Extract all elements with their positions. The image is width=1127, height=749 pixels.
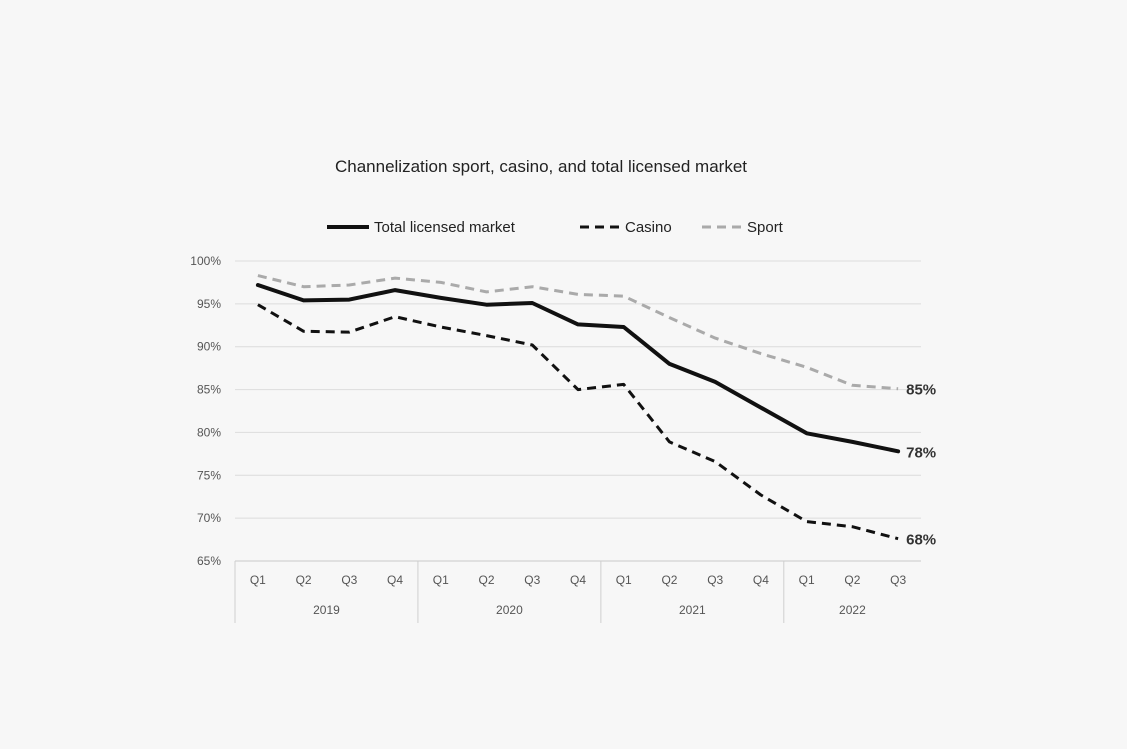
x-tick-label: Q4	[387, 573, 403, 587]
chart-legend: Total licensed market Casino Sport	[327, 219, 784, 236]
x-tick-label: Q3	[524, 573, 540, 587]
x-tick-label: Q3	[890, 573, 906, 587]
chart-title: Channelization sport, casino, and total …	[335, 157, 747, 176]
year-label: 2021	[679, 603, 706, 617]
year-label: 2020	[496, 603, 523, 617]
series-line-total-licensed-market	[255, 283, 901, 454]
gridlines	[235, 260, 921, 562]
end-label: 68%	[906, 532, 936, 549]
y-tick-label: 70%	[197, 511, 221, 525]
end-label: 85%	[906, 382, 936, 399]
x-tick-label: Q3	[707, 573, 723, 587]
series-line-sport	[257, 274, 899, 391]
x-tick-label: Q2	[661, 573, 677, 587]
x-tick-label: Q2	[844, 573, 860, 587]
legend-label: Total licensed market	[374, 219, 516, 236]
x-tick-label: Q1	[433, 573, 449, 587]
y-tick-label: 65%	[197, 554, 221, 568]
series-line-casino	[257, 303, 899, 541]
x-tick-label: Q3	[341, 573, 357, 587]
x-tick-label: Q2	[296, 573, 312, 587]
x-axis: Q1 Q2 Q3 Q4 Q1 Q2 Q3 Q4 Q1 Q2 Q3 Q4 Q1 Q2 Q3 2019 2020 20…	[234, 561, 906, 623]
legend-label: Sport	[747, 219, 784, 236]
year-label: 2019	[313, 603, 340, 617]
x-tick-label: Q4	[753, 573, 769, 587]
y-tick-label: 85%	[197, 383, 221, 397]
y-tick-label: 80%	[197, 425, 221, 439]
x-tick-label: Q1	[799, 573, 815, 587]
x-tick-label: Q2	[479, 573, 495, 587]
x-tick-label: Q4	[570, 573, 586, 587]
y-tick-label: 90%	[197, 340, 221, 354]
end-label: 78%	[906, 444, 936, 461]
series-lines	[255, 274, 901, 541]
y-tick-label: 100%	[190, 254, 221, 268]
y-tick-label: 95%	[197, 297, 221, 311]
y-axis: 100% 95% 90% 85% 80% 75% 70% 65%	[190, 254, 221, 568]
x-tick-label: Q1	[250, 573, 266, 587]
y-tick-label: 75%	[197, 468, 221, 482]
x-tick-label: Q1	[616, 573, 632, 587]
year-label: 2022	[839, 603, 866, 617]
legend-label: Casino	[625, 219, 672, 236]
end-labels: 85% 68% 78%	[906, 382, 936, 549]
